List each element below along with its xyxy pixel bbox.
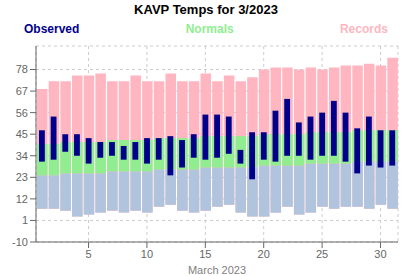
svg-text:45: 45 — [16, 128, 28, 140]
svg-text:56: 56 — [16, 107, 28, 119]
svg-text:-10: -10 — [12, 236, 28, 248]
svg-text:67: 67 — [16, 85, 28, 97]
html-text:Normals: Normals — [185, 22, 234, 36]
svg-text:30: 30 — [374, 248, 386, 260]
html-text:KAVP Temps for 3/2023: KAVP Temps for 3/2023 — [134, 2, 278, 17]
svg-text:12: 12 — [16, 193, 28, 205]
svg-text:78: 78 — [16, 63, 28, 75]
svg-text:20: 20 — [258, 248, 270, 260]
svg-text:25: 25 — [316, 248, 328, 260]
svg-text:10: 10 — [141, 248, 153, 260]
svg-text:5: 5 — [85, 248, 91, 260]
svg-text:23: 23 — [16, 171, 28, 183]
svg-text:March 2023: March 2023 — [188, 264, 246, 276]
html-text:Records: Records — [340, 22, 388, 36]
svg-text:1: 1 — [22, 214, 28, 226]
svg-text:15: 15 — [199, 248, 211, 260]
svg-text:34: 34 — [16, 150, 28, 162]
html-text:Observed: Observed — [24, 22, 80, 36]
